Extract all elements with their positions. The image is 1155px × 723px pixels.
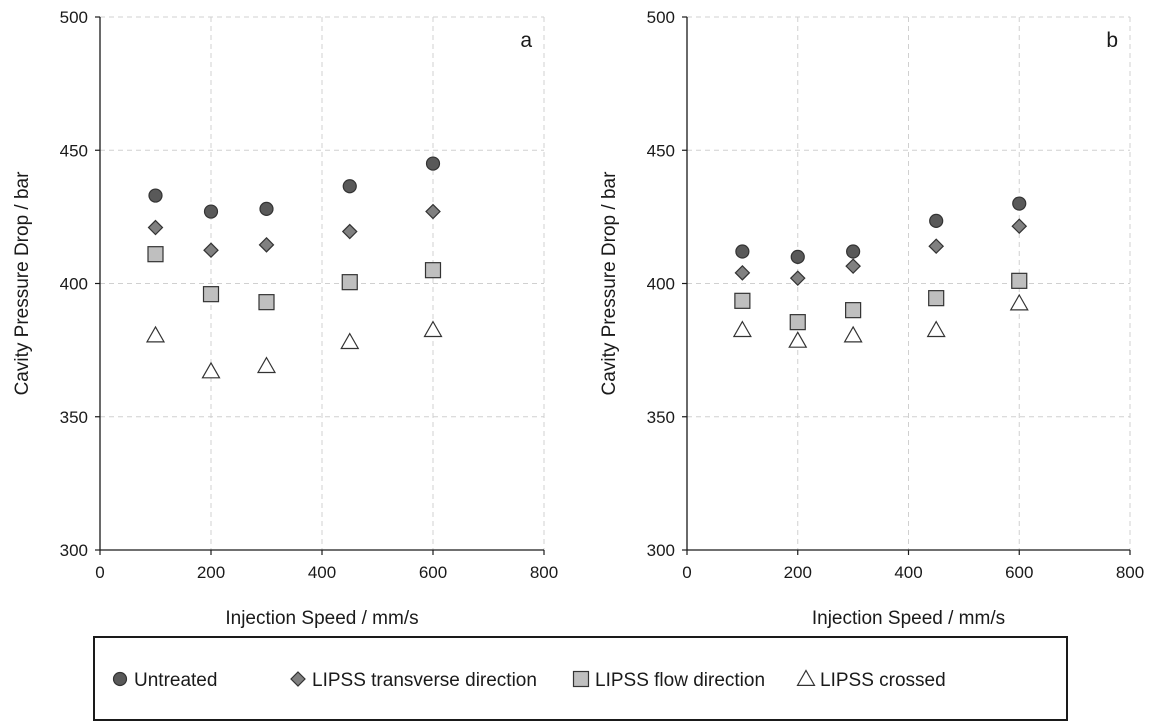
data-point-lipss-crossed	[788, 331, 808, 348]
x-tick-label: 0	[682, 563, 691, 582]
legend-entry-untreated: Untreated	[112, 670, 217, 691]
series-lipss-transverse-direction	[734, 218, 1028, 287]
legend-marker-circle	[112, 671, 128, 687]
data-point-lipss-crossed	[732, 320, 752, 338]
data-point-lipss-transverse-direction	[789, 270, 806, 287]
panel-label: b	[1106, 29, 1118, 52]
y-tick-label: 400	[647, 275, 675, 294]
data-point-lipss-flow-direction	[147, 246, 164, 263]
data-point-lipss-flow-direction	[424, 262, 442, 279]
data-point-untreated	[790, 249, 805, 264]
data-point-lipss-crossed	[201, 361, 221, 379]
data-point-lipss-flow-direction	[845, 302, 862, 319]
data-point-lipss-crossed	[340, 332, 360, 350]
data-point-lipss-transverse-direction	[928, 238, 945, 255]
data-point-lipss-transverse-direction	[845, 258, 861, 275]
series-lipss-flow-direction	[147, 246, 442, 311]
data-point-lipss-transverse-direction	[147, 219, 164, 236]
data-point-lipss-flow-direction	[928, 290, 945, 307]
data-point-untreated	[342, 179, 357, 194]
panel-a: 0 200 400 600 800 300 350 400 450 500 Injection Sp…	[12, 8, 558, 629]
series-untreated	[735, 196, 1027, 264]
legend-marker-square	[572, 670, 590, 688]
data-point-lipss-flow-direction	[789, 314, 806, 331]
data-point-untreated	[1012, 196, 1027, 211]
data-point-untreated	[148, 188, 163, 203]
x-tick-label: 600	[419, 563, 447, 582]
series-lipss-transverse-direction	[147, 203, 441, 259]
data-point-lipss-crossed	[926, 320, 946, 338]
data-point-lipss-transverse-direction	[734, 264, 751, 281]
data-point-lipss-flow-direction	[341, 274, 358, 291]
legend-entry-lipss-flow: LIPSS flow direction	[572, 670, 765, 691]
x-tick-label: 600	[1005, 563, 1033, 582]
legend-marker-triangle	[796, 669, 816, 686]
legend-label-lipss-flow: LIPSS flow direction	[595, 670, 765, 691]
data-point-untreated	[203, 204, 219, 219]
data-point-lipss-crossed	[256, 356, 277, 374]
y-tick-label: 500	[60, 8, 88, 27]
x-tick-label: 200	[197, 563, 225, 582]
y-tick-label: 300	[60, 541, 88, 560]
y-tick-label: 450	[60, 141, 88, 160]
legend: Untreated LIPSS transverse direction LIP…	[93, 636, 1068, 721]
x-tick-label: 800	[530, 563, 558, 582]
data-point-untreated	[735, 244, 750, 259]
y-tick-label: 500	[647, 8, 675, 27]
legend-marker-diamond	[290, 671, 306, 687]
series-lipss-crossed	[732, 293, 1029, 348]
data-point-lipss-transverse-direction	[1011, 218, 1028, 235]
data-point-lipss-transverse-direction	[258, 237, 275, 253]
y-axis-title: Cavity Pressure Drop / bar	[599, 171, 620, 396]
legend-label-lipss-transverse: LIPSS transverse direction	[312, 670, 537, 691]
data-point-lipss-flow-direction	[202, 286, 220, 303]
data-point-lipss-crossed	[843, 325, 863, 343]
y-tick-label: 350	[60, 408, 88, 427]
data-point-lipss-crossed	[145, 325, 166, 343]
data-point-untreated	[929, 213, 944, 228]
panel-label: a	[520, 29, 532, 52]
series-lipss-flow-direction	[734, 272, 1028, 331]
data-point-lipss-transverse-direction	[341, 223, 358, 240]
y-tick-label: 300	[647, 541, 675, 560]
y-tick-label: 450	[647, 141, 675, 160]
legend-marker-triangle	[796, 669, 816, 686]
series-untreated	[148, 156, 441, 219]
data-point-lipss-transverse-direction	[425, 203, 441, 220]
data-point-lipss-flow-direction	[258, 294, 275, 311]
data-point-lipss-flow-direction	[1011, 272, 1028, 289]
y-tick-label: 350	[647, 408, 675, 427]
legend-label-lipss-crossed: LIPSS crossed	[820, 670, 946, 691]
data-point-lipss-flow-direction	[734, 292, 751, 309]
legend-marker-diamond	[290, 671, 306, 687]
y-tick-label: 400	[60, 275, 88, 294]
x-tick-label: 800	[1116, 563, 1144, 582]
legend-marker-square	[572, 670, 590, 688]
legend-entry-lipss-crossed: LIPSS crossed	[796, 669, 946, 691]
legend-marker-circle	[112, 671, 128, 687]
x-axis-title: Injection Speed / mm/s	[812, 608, 1005, 629]
legend-entry-lipss-transverse: LIPSS transverse direction	[290, 670, 537, 691]
x-axis-title: Injection Speed / mm/s	[225, 608, 418, 629]
legend-label-untreated: Untreated	[134, 670, 217, 691]
data-point-lipss-transverse-direction	[203, 242, 219, 259]
data-point-untreated	[846, 244, 861, 259]
data-point-untreated	[259, 201, 274, 216]
panel-b: 0 200 400 600 800 300 350 400 450 500 Injection Sp…	[599, 8, 1144, 629]
data-point-lipss-crossed	[1009, 293, 1029, 311]
data-point-untreated	[425, 156, 441, 171]
x-tick-label: 400	[308, 563, 336, 582]
data-point-lipss-crossed	[423, 320, 443, 338]
x-tick-label: 200	[784, 563, 812, 582]
y-axis-title: Cavity Pressure Drop / bar	[12, 171, 33, 396]
x-tick-label: 400	[894, 563, 922, 582]
x-tick-label: 0	[95, 563, 104, 582]
series-lipss-crossed	[145, 320, 443, 379]
